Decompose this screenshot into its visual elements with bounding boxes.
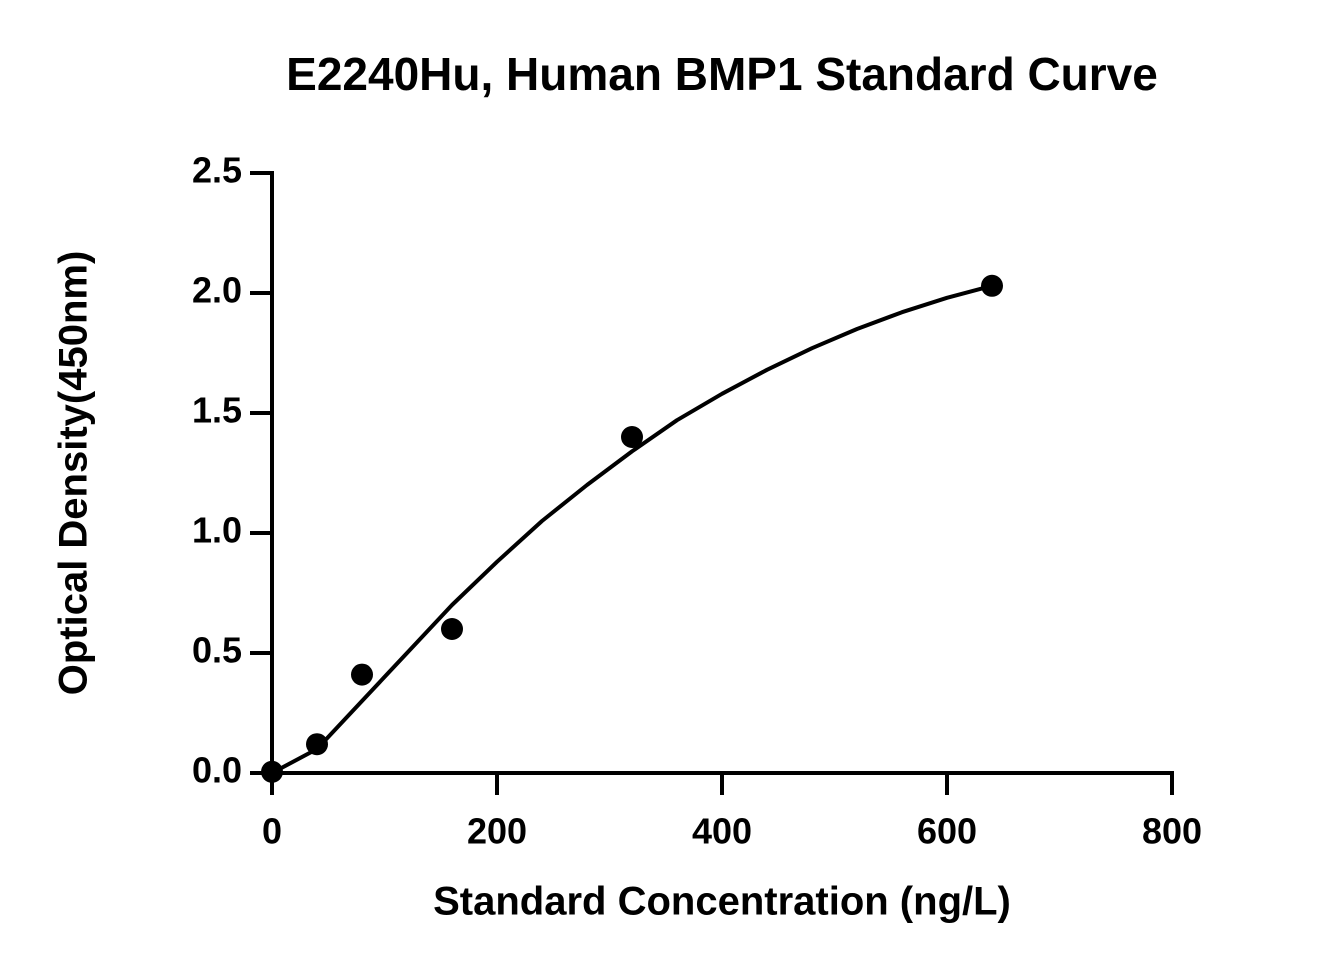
data-point <box>351 663 373 686</box>
x-axis-label: Standard Concentration (ng/L) <box>433 880 1011 924</box>
y-tick-label: 1.0 <box>192 510 242 551</box>
x-tick-label: 600 <box>917 811 977 852</box>
x-tick-label: 400 <box>692 811 752 852</box>
fit-curve <box>271 283 993 775</box>
data-point <box>441 618 463 640</box>
y-axis-label: Optical Density(450nm) <box>52 251 96 696</box>
y-tick-label: 0.0 <box>192 750 242 791</box>
y-tick-label: 1.5 <box>192 390 242 431</box>
x-tick-label: 200 <box>467 811 527 852</box>
y-tick-label: 0.5 <box>192 630 242 671</box>
y-tick-label: 2.5 <box>192 150 242 191</box>
x-tick-label: 800 <box>1142 811 1202 852</box>
data-point <box>621 426 643 448</box>
y-tick-label: 2.0 <box>192 270 242 311</box>
chart-title: E2240Hu, Human BMP1 Standard Curve <box>286 48 1158 100</box>
x-tick-label: 0 <box>262 811 282 852</box>
